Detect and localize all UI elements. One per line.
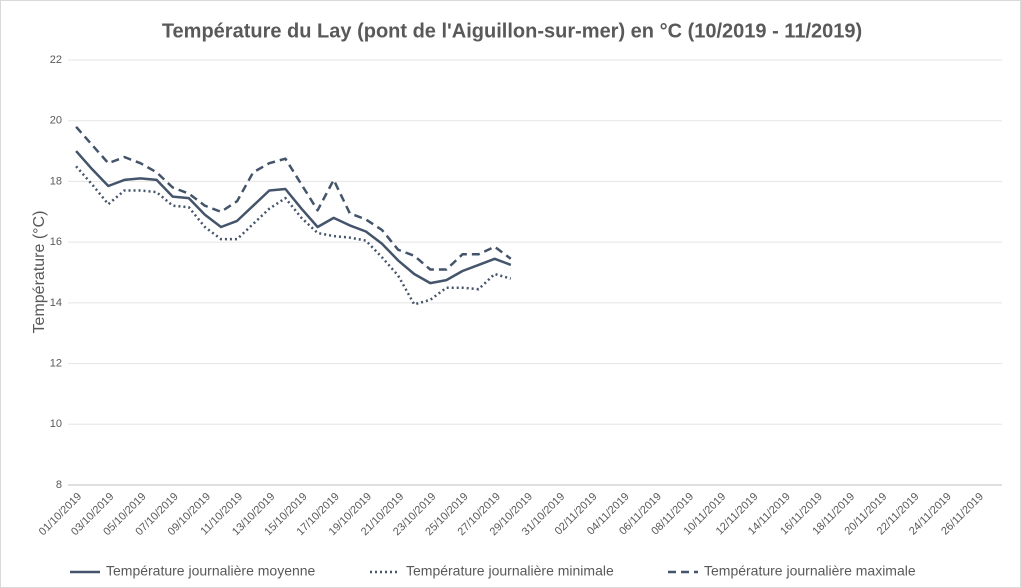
- y-tick-label: 10: [50, 418, 62, 430]
- y-tick-label: 14: [50, 297, 62, 309]
- y-tick-label: 20: [50, 115, 62, 127]
- y-tick-label: 18: [50, 175, 62, 187]
- legend-label: Température journalière minimale: [406, 563, 614, 579]
- series-line: [75, 125, 512, 271]
- chart-title: Température du Lay (pont de l'Aiguillon-…: [162, 20, 862, 42]
- y-tick-label: 16: [50, 236, 62, 248]
- legend-label: Température journalière moyenne: [106, 563, 316, 579]
- y-tick-label: 8: [56, 479, 62, 491]
- y-axis-label: Température (°C): [31, 211, 48, 334]
- y-tick-label: 22: [50, 54, 62, 66]
- y-tick-label: 12: [50, 357, 62, 369]
- legend-label: Température journalière maximale: [704, 563, 916, 579]
- series-line: [75, 165, 512, 306]
- series-line: [75, 150, 512, 285]
